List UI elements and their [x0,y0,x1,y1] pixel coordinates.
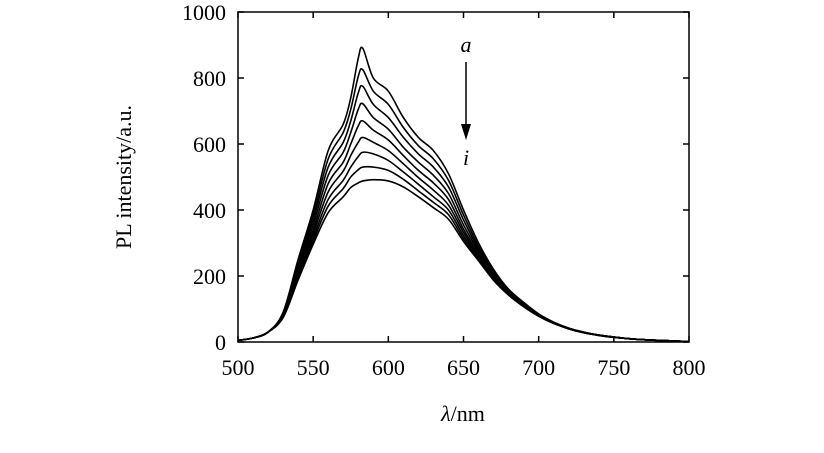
annotation-arrow-head [461,124,471,140]
annotation-label-i: i [463,145,469,170]
plot-frame [237,11,690,343]
y-tick-label: 600 [193,132,226,157]
x-tick-label: 550 [297,355,330,380]
series-line-2 [237,68,690,343]
axis-ticks: 500 550 600 650 700 750 800 0 200 400 600 800 1000 [182,0,706,380]
series-line-1 [237,46,690,343]
series-line-9 [237,178,690,343]
annotation-label-a: a [461,32,472,57]
x-axis-label: λ/nm [440,401,485,426]
y-tick-label: 400 [193,198,226,223]
x-tick-label: 800 [673,355,706,380]
series-line-4 [237,102,690,343]
series-group [237,46,690,343]
x-axis-label-unit: /nm [451,401,485,426]
y-tick-label: 200 [193,264,226,289]
x-tick-label: 700 [522,355,555,380]
y-tick-label: 800 [193,66,226,91]
x-tick-label: 650 [447,355,480,380]
x-axis-label-symbol: λ [440,401,451,426]
x-tick-label: 500 [222,355,255,380]
y-tick-label: 1000 [182,0,226,25]
x-tick-label: 600 [372,355,405,380]
y-tick-label: 0 [215,330,226,355]
annotation-group: a i [461,32,472,170]
x-tick-label: 750 [597,355,630,380]
y-axis-label: PL intensity/a.u. [111,105,136,249]
